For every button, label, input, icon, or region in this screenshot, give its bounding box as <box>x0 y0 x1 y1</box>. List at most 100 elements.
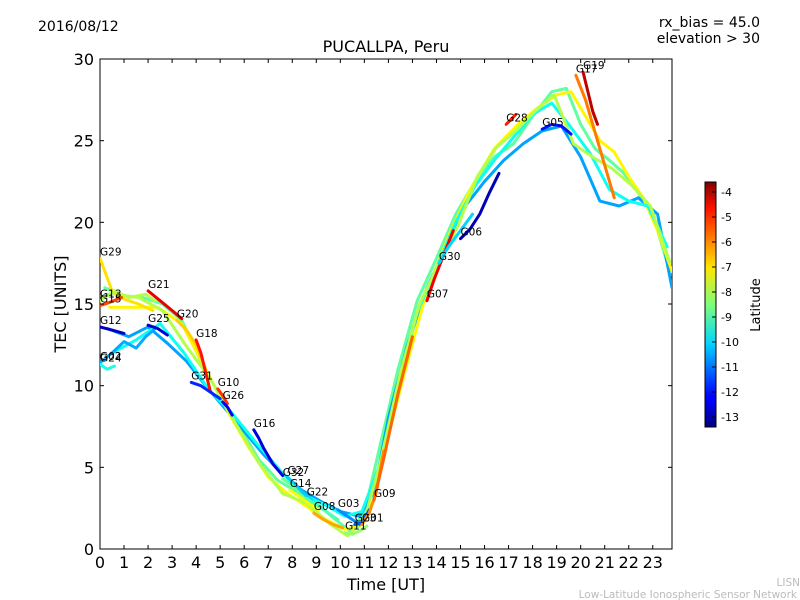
footer-lisn: LISN <box>777 577 800 589</box>
rx-bias-label: rx_bias = 45.0 <box>659 15 760 31</box>
y-tick-label: 5 <box>84 458 94 477</box>
elevation-label: elevation > 30 <box>657 31 760 47</box>
x-tick-label: 20 <box>570 553 590 572</box>
x-tick-label: 15 <box>450 553 470 572</box>
colorbar-ticks: -4 -5 -6 -7 -8 -9 -10 -11 -12 -13 <box>712 186 739 424</box>
colorbar-tick-label: -8 <box>721 286 732 299</box>
series-label-g17: G17 <box>576 63 598 75</box>
series-label-g07: G07 <box>427 289 449 301</box>
y-tick-label: 0 <box>84 540 94 559</box>
x-tick-label: 16 <box>474 553 494 572</box>
series-g03 <box>336 508 362 526</box>
series-label-g05: G05 <box>542 117 564 129</box>
series-g28 <box>504 113 518 126</box>
series-label-g06: G06 <box>461 227 483 239</box>
x-tick-label: 8 <box>287 553 297 572</box>
x-tick-label: 12 <box>378 553 398 572</box>
x-tick-label: 9 <box>311 553 321 572</box>
series-label-g10: G10 <box>218 377 240 389</box>
series-g11 <box>343 524 369 536</box>
series-g10 <box>216 387 229 406</box>
series-label-g13: G13 <box>100 289 122 301</box>
series-g05 <box>540 122 573 136</box>
series-g30 <box>437 212 474 265</box>
colorbar-tick-label: -5 <box>721 211 732 224</box>
series-label-g14: G14 <box>290 478 312 490</box>
series-label-g09: G09 <box>374 488 396 500</box>
series-g19 <box>581 70 599 126</box>
series-g13 <box>100 289 157 303</box>
series-g22 <box>305 496 340 522</box>
series-label-g31: G31 <box>191 370 213 382</box>
y-axis-label: TEC [UNITS] <box>51 256 70 354</box>
series-g02 <box>100 327 157 365</box>
series-label-g29: G29 <box>100 246 122 258</box>
x-tick-label: 18 <box>522 553 542 572</box>
x-tick-label: 23 <box>643 553 663 572</box>
series-layer <box>100 70 672 538</box>
colorbar-tick-label: -13 <box>721 411 739 424</box>
chart-title: PUCALLPA, Peru <box>323 37 450 56</box>
footer-network: Low-Latitude Ionospheric Sensor Network <box>579 589 798 600</box>
series-label-g22: G22 <box>307 486 329 498</box>
series-label-g32: G32 <box>283 467 305 479</box>
x-tick-label: 17 <box>498 553 518 572</box>
series-g25 <box>146 323 169 337</box>
date-label: 2016/08/12 <box>38 19 119 35</box>
series-g31 <box>189 380 222 401</box>
series-g27 <box>286 475 313 502</box>
series-g32 <box>281 477 306 500</box>
series-label-g19: G19 <box>583 60 605 72</box>
x-tick-label: 3 <box>167 553 177 572</box>
series-label-g26: G26 <box>223 390 245 402</box>
series-g17 <box>574 73 616 200</box>
colorbar-tick-label: -7 <box>721 261 732 274</box>
axis-ticks: 0 1 2 3 4 5 6 7 8 9 10 11 12 13 14 15 16 17 18 19 20 21 22 2305… <box>74 50 672 572</box>
series-label-g12: G12 <box>100 315 122 327</box>
series-label-g25: G25 <box>148 313 170 325</box>
series-g09 <box>372 335 414 502</box>
series-label-g03: G03 <box>338 498 360 510</box>
x-tick-label: 22 <box>619 553 639 572</box>
x-tick-label: 1 <box>119 553 129 572</box>
x-tick-label: 21 <box>595 553 615 572</box>
series-label-g21: G21 <box>148 279 170 291</box>
series-g29 <box>100 256 155 312</box>
series-label-g24: G24 <box>100 352 122 364</box>
tec-band-5 <box>112 93 672 538</box>
series-label-g20: G20 <box>177 308 199 320</box>
colorbar-tick-label: -12 <box>721 386 739 399</box>
series-g08 <box>312 511 345 530</box>
x-tick-label: 6 <box>239 553 249 572</box>
plot-area <box>99 58 673 550</box>
colorbar-label: Latitude <box>749 278 764 332</box>
series-label-g16: G16 <box>254 418 276 430</box>
series-label-g11: G11 <box>345 521 367 533</box>
series-label-g18: G18 <box>196 328 218 340</box>
y-tick-label: 25 <box>74 132 94 151</box>
series-g26 <box>221 400 234 417</box>
colorbar-tick-label: -6 <box>721 236 732 249</box>
series-label-g01: G01 <box>362 513 384 525</box>
colorbar-tick-label: -9 <box>721 311 732 324</box>
colorbar <box>704 181 717 428</box>
series-label-g08: G08 <box>314 501 336 513</box>
series-g15 <box>100 296 124 308</box>
series-g21 <box>146 289 184 321</box>
series-label-g15: G15 <box>100 294 122 306</box>
series-g07 <box>425 229 455 303</box>
x-tick-label: 13 <box>402 553 422 572</box>
colorbar-tick-label: -4 <box>721 186 732 199</box>
colorbar-tick-label: -11 <box>721 361 739 374</box>
y-tick-label: 15 <box>74 295 94 314</box>
x-tick-label: 2 <box>143 553 153 572</box>
series-label-g02: G02 <box>100 351 122 363</box>
series-g18 <box>194 338 213 394</box>
series-g06 <box>459 171 501 241</box>
x-axis-label: Time [UT] <box>346 575 425 594</box>
x-tick-label: 4 <box>191 553 201 572</box>
x-tick-label: 0 <box>95 553 105 572</box>
series-label-g27: G27 <box>288 465 310 477</box>
